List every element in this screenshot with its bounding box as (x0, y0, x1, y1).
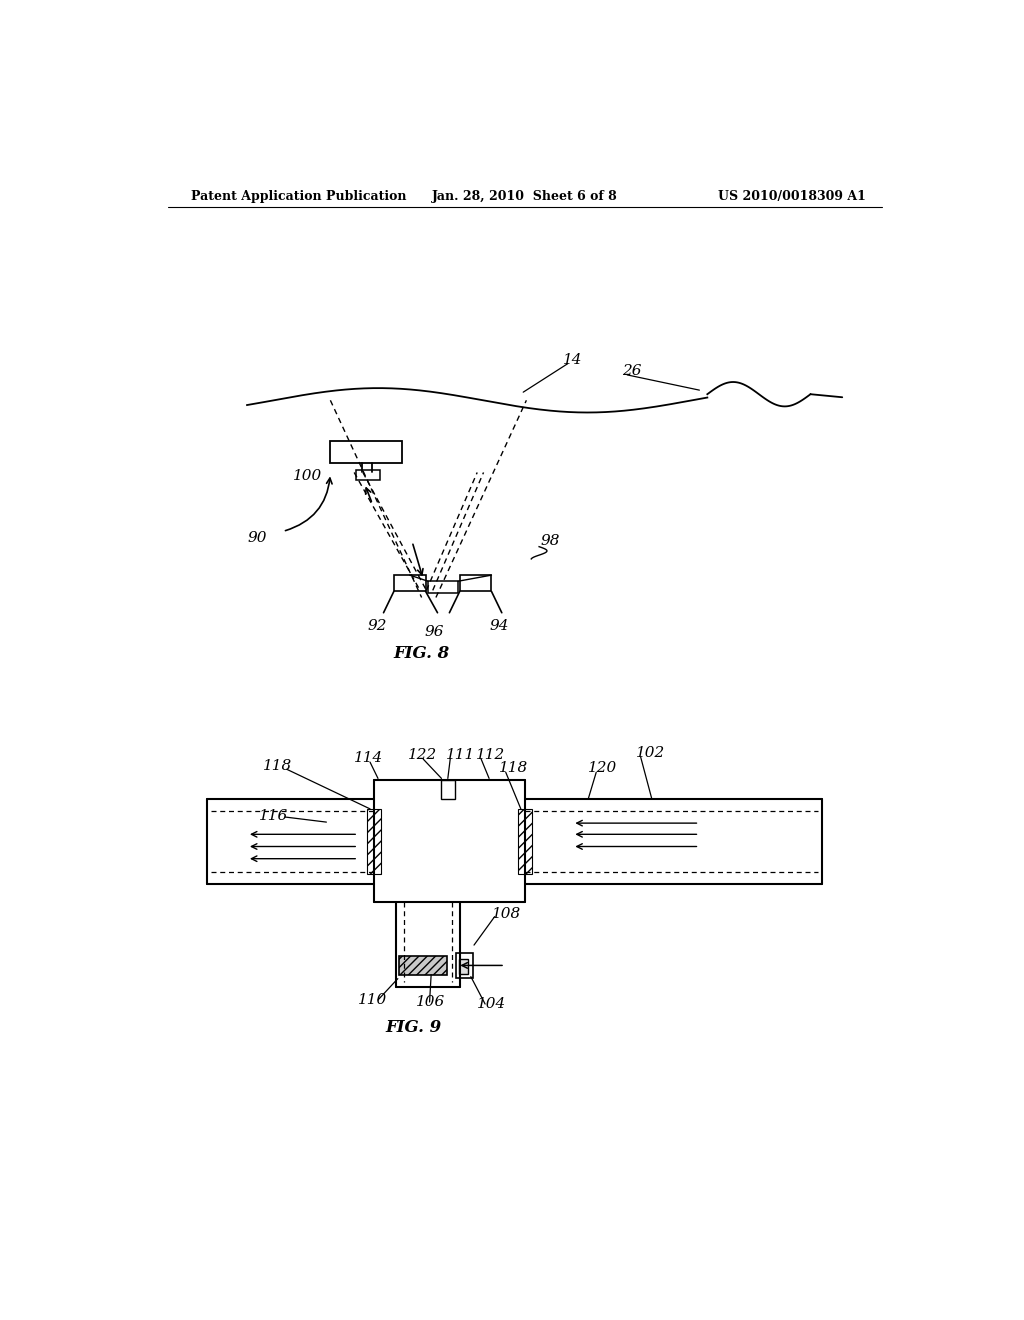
Text: 90: 90 (247, 531, 266, 545)
Text: 120: 120 (588, 762, 617, 775)
Text: 111: 111 (445, 748, 475, 762)
Bar (394, 576, 426, 591)
Text: FIG. 8: FIG. 8 (393, 645, 450, 661)
Bar (460, 576, 492, 591)
Text: US 2010/0018309 A1: US 2010/0018309 A1 (718, 190, 866, 202)
Text: 14: 14 (563, 352, 583, 367)
Text: 94: 94 (489, 619, 509, 634)
Bar (428, 581, 458, 594)
Bar (367, 809, 381, 874)
Text: 112: 112 (475, 748, 505, 762)
Text: 106: 106 (416, 995, 445, 1008)
Text: 102: 102 (636, 746, 666, 760)
Text: Jan. 28, 2010  Sheet 6 of 8: Jan. 28, 2010 Sheet 6 of 8 (432, 190, 617, 202)
Text: Patent Application Publication: Patent Application Publication (191, 190, 407, 202)
Text: 92: 92 (368, 619, 387, 634)
Text: 116: 116 (259, 809, 288, 822)
Text: 100: 100 (293, 469, 323, 483)
Bar (331, 441, 401, 463)
Text: 104: 104 (477, 997, 507, 1011)
Text: 114: 114 (354, 751, 383, 766)
Bar (459, 960, 468, 974)
Bar (518, 809, 531, 874)
Text: 118: 118 (263, 759, 292, 774)
Bar (399, 956, 447, 974)
Text: 96: 96 (424, 626, 443, 639)
Text: 110: 110 (358, 993, 387, 1007)
Text: FIG. 9: FIG. 9 (386, 1019, 441, 1036)
Text: 118: 118 (500, 762, 528, 775)
Bar (355, 470, 380, 479)
Bar (440, 780, 455, 799)
Text: 98: 98 (541, 533, 560, 548)
Text: 122: 122 (409, 748, 437, 762)
Bar (456, 953, 473, 978)
Text: 108: 108 (492, 907, 521, 920)
Text: 26: 26 (622, 364, 641, 378)
Bar (399, 956, 447, 974)
